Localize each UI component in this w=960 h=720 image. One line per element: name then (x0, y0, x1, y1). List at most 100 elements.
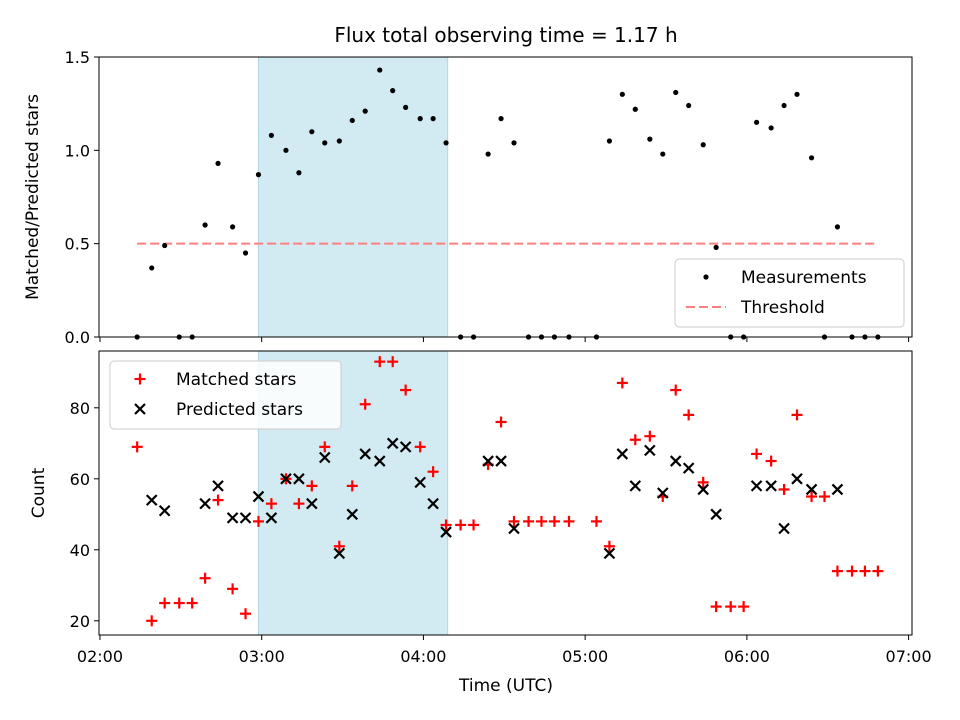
predicted-point (373, 455, 386, 467)
predicted-point-b (280, 473, 292, 485)
predicted-point (669, 455, 682, 467)
measurement-point (619, 91, 625, 97)
predicted-point (778, 522, 790, 535)
measurement-point (768, 125, 774, 131)
bottom-y-tick-label: 40 (70, 541, 90, 560)
predicted-point (293, 473, 305, 485)
predicted-point (252, 490, 265, 503)
matched-point (563, 515, 575, 527)
matched-point (186, 597, 198, 609)
matched-point (346, 480, 358, 492)
top-x-axis (99, 337, 910, 342)
matched-point (846, 565, 858, 577)
predicted-point-b (791, 473, 803, 485)
top-y-tick-label: 0.0 (65, 328, 90, 347)
predicted-point (440, 526, 452, 538)
matched-point (806, 491, 818, 503)
x-tick-label: 07:00 (886, 647, 932, 666)
predicted-point-b (373, 455, 386, 467)
matched-point (212, 494, 224, 506)
predicted-point-b (710, 508, 722, 521)
predicted-point (495, 455, 507, 467)
matched-point (603, 540, 615, 552)
predicted-point-b (239, 512, 252, 524)
predicted-point-b (145, 494, 158, 506)
x-tick-label: 04:00 (400, 647, 446, 666)
predicted-point (280, 473, 292, 485)
matched-point (629, 434, 641, 446)
predicted-point (333, 547, 346, 560)
measurement-point (443, 140, 449, 146)
matched-point (131, 441, 143, 453)
top-y-tick-label: 1.5 (65, 48, 90, 67)
matched-point (468, 519, 480, 531)
matched-point (791, 409, 803, 421)
predicted-point (603, 547, 616, 560)
predicted-point-b (616, 448, 629, 460)
measurement-point (606, 138, 613, 144)
matched-point (535, 515, 547, 527)
top-y-tick-label: 0.5 (65, 235, 90, 254)
predicted-point (239, 512, 252, 524)
predicted-point (644, 444, 656, 457)
matched-point (293, 498, 305, 510)
legend-x-glyph (134, 403, 146, 415)
predicted-point-b (226, 512, 239, 524)
predicted-point (306, 497, 318, 510)
predicted-point-b (346, 508, 359, 521)
x-tick-label: 03:00 (239, 647, 285, 666)
legend-x-glyph-b (134, 403, 146, 415)
predicted-point (710, 508, 722, 521)
measurement-point (511, 140, 517, 146)
predicted-point-b (359, 448, 371, 460)
legend-measurements-marker (703, 274, 709, 280)
matched-point (227, 583, 239, 595)
measurement-point (403, 104, 409, 110)
predicted-point-b (682, 462, 695, 474)
predicted-point (399, 441, 412, 453)
bottom-axes-frame (98, 350, 913, 636)
predicted-point-b (252, 490, 265, 503)
matched-point (400, 384, 412, 396)
measurement-point (686, 102, 692, 109)
predicted-point (359, 448, 371, 460)
matched-point (548, 515, 560, 527)
top-axes-frame (98, 56, 913, 338)
matched-point (778, 483, 790, 495)
matched-point (872, 565, 884, 577)
predicted-point-b (657, 487, 669, 499)
predicted-point (346, 508, 359, 521)
measurement-point (632, 106, 638, 112)
matched-point (146, 615, 158, 627)
x-axis-label: Time (UTC) (458, 676, 553, 696)
matched-point (414, 441, 426, 453)
matched-point (440, 519, 452, 531)
measurement-point (647, 136, 653, 142)
predicted-point (682, 462, 695, 474)
bottom-legend: Matched stars Predicted stars (109, 360, 342, 430)
measurement-point (390, 88, 396, 94)
predicted-point-b (386, 437, 399, 450)
matched-point (616, 377, 628, 389)
measurement-point (808, 155, 815, 161)
matched-point (725, 601, 737, 613)
bottom-y-tick-label: 60 (70, 470, 90, 489)
predicted-point-b (414, 476, 426, 489)
measurement-point (149, 265, 155, 271)
predicted-point-b (603, 547, 616, 560)
matched-point (495, 416, 507, 428)
matched-point (738, 601, 750, 613)
predicted-point (158, 504, 171, 517)
predicted-point-b (318, 451, 331, 464)
measurement-point (296, 170, 302, 176)
predicted-point (765, 480, 777, 492)
predicted-point-b (212, 480, 224, 492)
predicted-point-b (482, 455, 494, 467)
predicted-point-b (669, 455, 682, 467)
predicted-point-b (333, 547, 346, 560)
x-tick-label: 02:00 (77, 647, 123, 666)
measurement-point (322, 140, 328, 146)
predicted-point-b (293, 473, 305, 485)
measurement-point (268, 132, 275, 138)
